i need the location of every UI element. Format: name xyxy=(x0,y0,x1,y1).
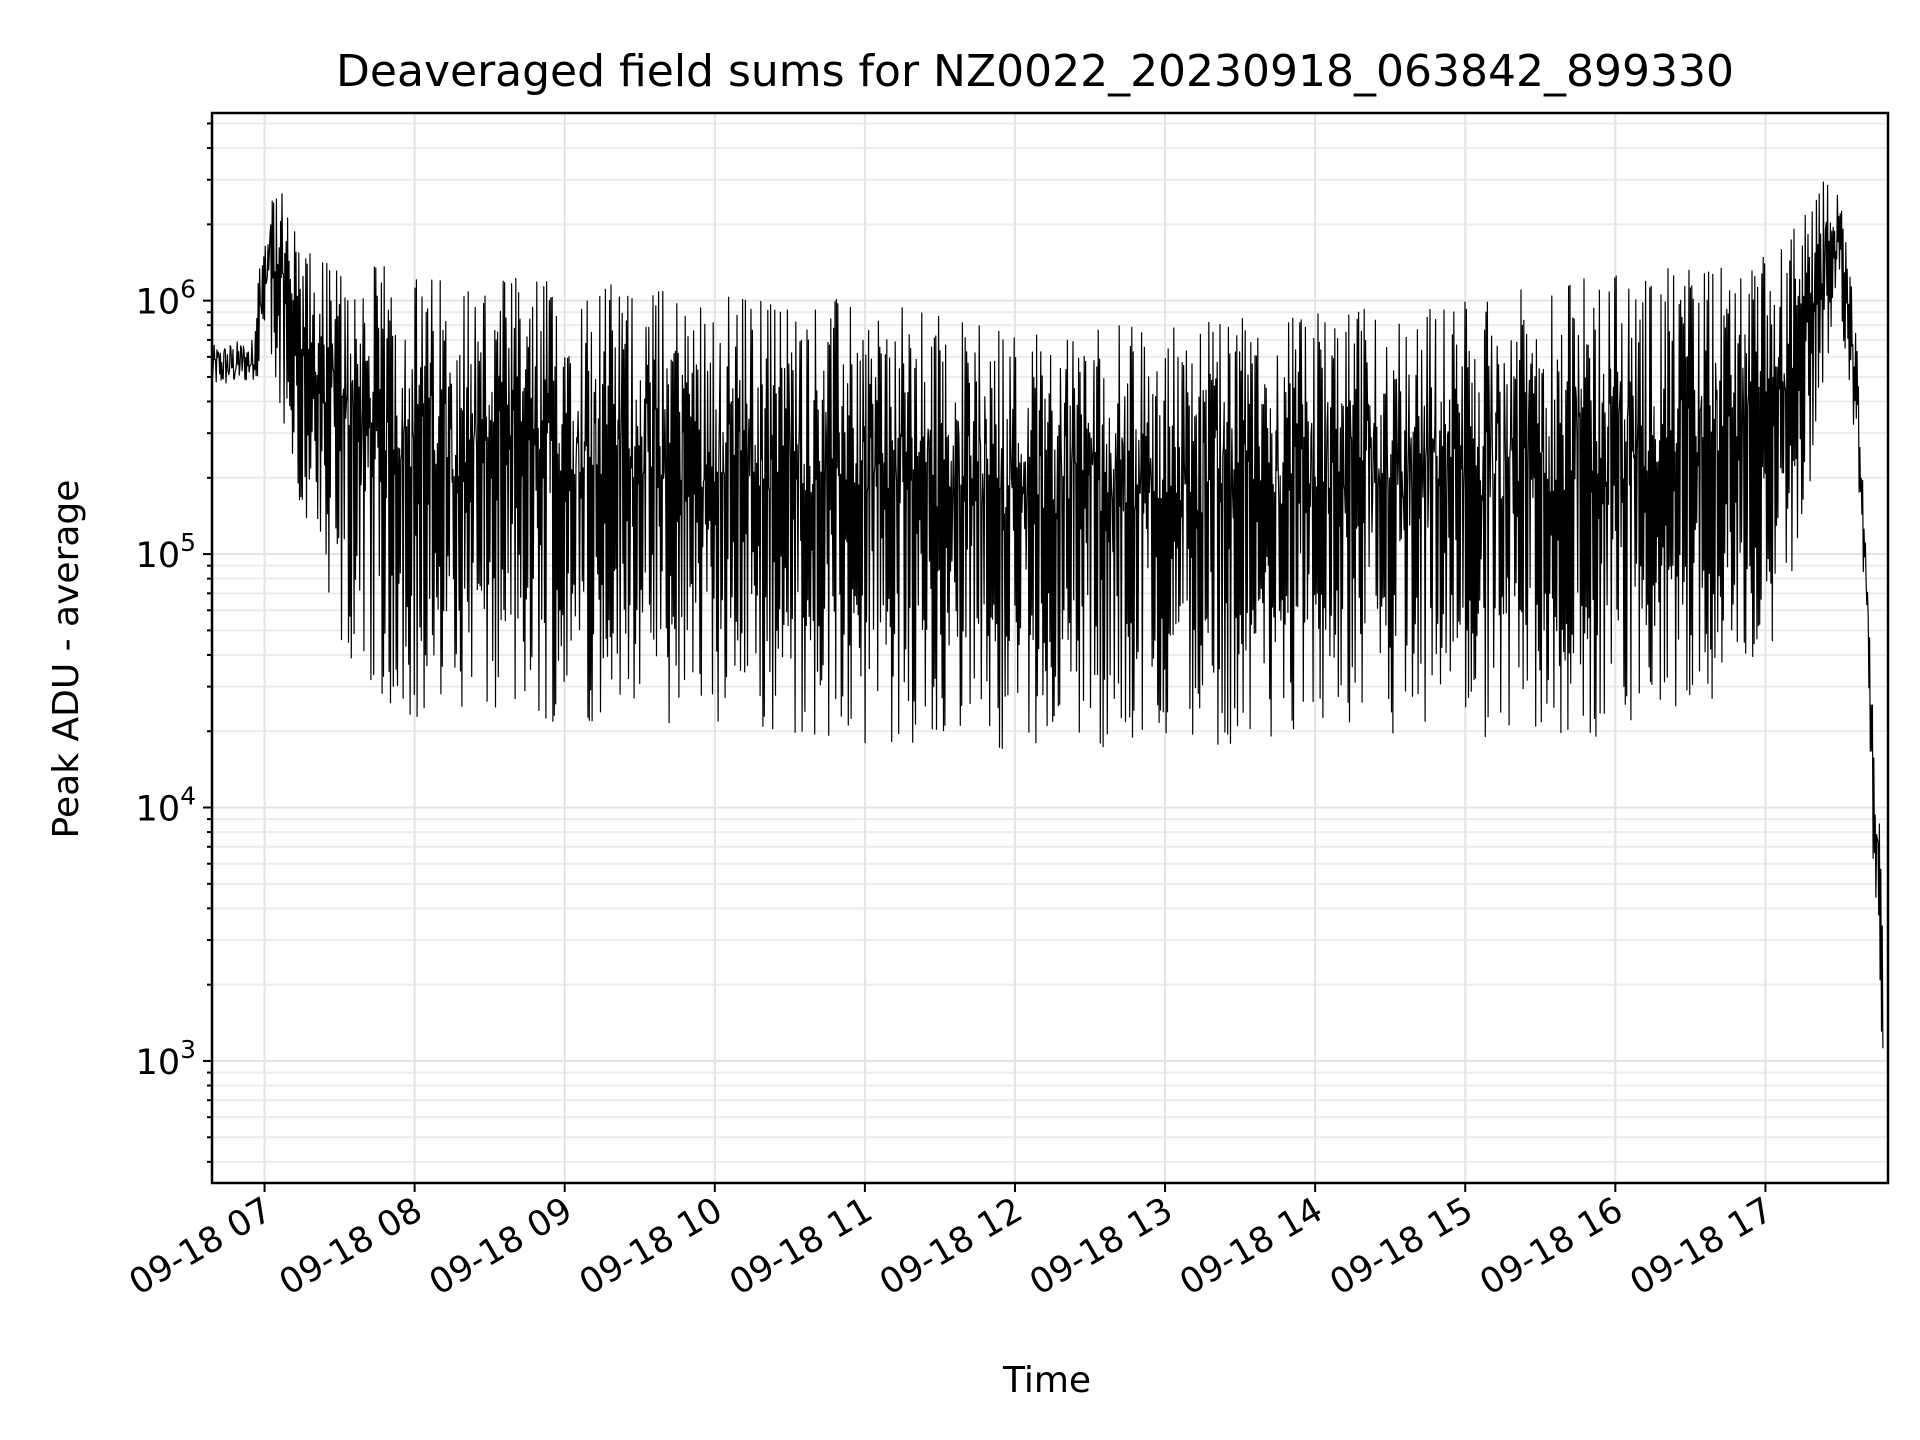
data-series xyxy=(211,181,1884,1049)
x-tick-label: 09-18 09 xyxy=(423,1190,579,1303)
x-tick-label: 09-18 17 xyxy=(1624,1190,1780,1303)
y-axis-label: Peak ADU - average xyxy=(46,480,87,839)
minor-gridlines xyxy=(212,122,1888,1163)
y-axis: 103 104 105 106 xyxy=(136,122,212,1163)
y-tick-label: 106 xyxy=(136,275,196,323)
series-line xyxy=(211,181,1884,1049)
y-tick-label: 105 xyxy=(136,528,196,576)
x-tick-label: 09-18 08 xyxy=(273,1190,429,1303)
major-gridlines xyxy=(212,113,1888,1183)
x-axis-label: Time xyxy=(1002,1360,1091,1401)
x-tick-label: 09-18 15 xyxy=(1323,1190,1479,1303)
chart-title: Deaveraged field sums for NZ0022_2023091… xyxy=(336,46,1734,97)
x-tick-label: 09-18 13 xyxy=(1023,1190,1179,1303)
plot-frame xyxy=(210,111,1890,1185)
x-tick-label: 09-18 14 xyxy=(1173,1190,1329,1303)
y-tick-label: 103 xyxy=(136,1035,196,1083)
x-tick-label: 09-18 07 xyxy=(123,1190,279,1303)
y-tick-label: 104 xyxy=(136,782,196,830)
x-tick-label: 09-18 12 xyxy=(873,1190,1029,1303)
x-tick-label: 09-18 16 xyxy=(1474,1190,1630,1303)
x-tick-label: 09-18 10 xyxy=(573,1190,729,1303)
x-tick-label: 09-18 11 xyxy=(723,1190,879,1303)
